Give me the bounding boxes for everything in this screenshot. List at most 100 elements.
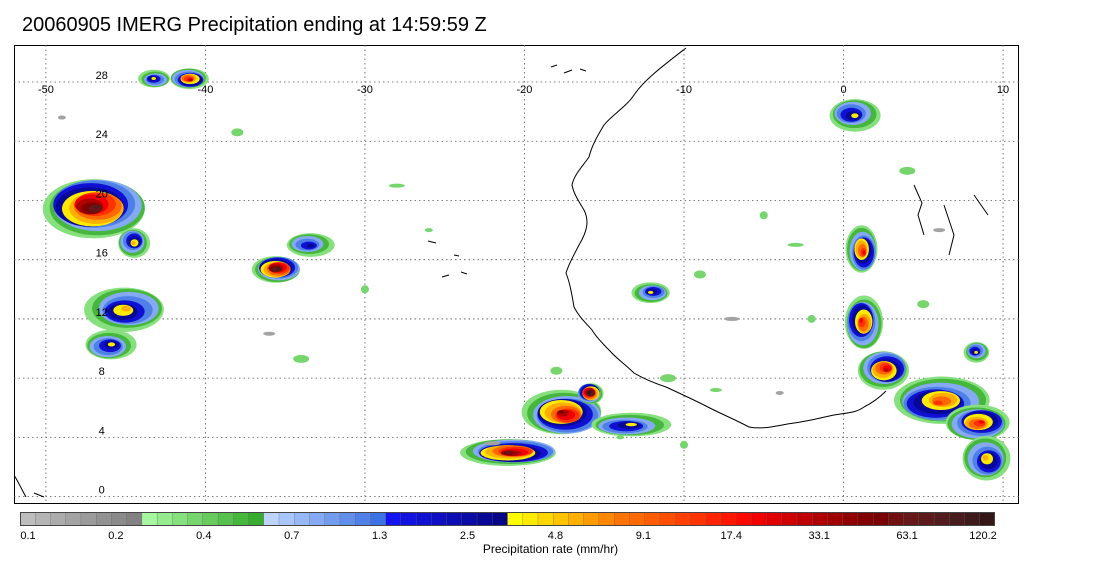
colorbar-swatch	[156, 512, 173, 526]
coastline-africa	[565, 47, 865, 429]
colorbar-swatch	[217, 512, 234, 526]
colorbar-label: Precipitation rate (mm/hr)	[482, 542, 619, 556]
precip-speckle	[660, 374, 677, 383]
coastline-islands-canary	[550, 64, 587, 74]
lon-tick-label: -20	[517, 84, 533, 96]
precip-contour	[306, 243, 315, 248]
colorbar-tick-label: 63.1	[896, 530, 918, 542]
coastline-greenland-edge	[14, 474, 45, 498]
colorbar-tick-label: 1.3	[371, 530, 388, 542]
precip-contour	[851, 113, 859, 119]
colorbar-tick-label: 9.1	[635, 530, 652, 542]
colorbar-tick-label: 0.2	[108, 530, 124, 542]
precip-cell	[857, 351, 909, 390]
precip-cell	[118, 228, 151, 258]
colorbar-swatch	[949, 512, 965, 526]
precipitation-map: -50 -40 -30 -20 -10 0 10 0 4 8 12 16 20 24 28	[14, 45, 1019, 504]
precip-contour	[884, 368, 889, 372]
precip-speckle	[933, 228, 946, 233]
colorbar-swatch	[294, 512, 310, 526]
lon-tick-label: -50	[38, 84, 54, 96]
colorbar-swatch	[385, 512, 402, 526]
map-title: 20060905 IMERG Precipitation ending at 1…	[22, 14, 487, 36]
colorbar-swatch	[187, 512, 204, 526]
precip-contour	[107, 342, 116, 347]
colorbar-swatch	[583, 512, 600, 526]
colorbar-swatch	[933, 512, 950, 526]
precip-speckle	[723, 316, 740, 321]
precipitation-field	[42, 68, 1011, 481]
lat-tick-label: 12	[96, 307, 108, 319]
colorbar-swatch	[355, 512, 371, 526]
colorbar-swatch	[888, 512, 905, 526]
colorbar-swatch	[324, 512, 341, 526]
precip-speckle	[680, 440, 688, 449]
precip-cell	[844, 295, 884, 349]
precip-cell	[286, 233, 335, 257]
colorbar-swatch	[96, 512, 112, 526]
colorbar-swatch	[339, 512, 356, 526]
colorbar-swatch	[964, 512, 981, 526]
precip-speckle	[775, 390, 784, 395]
colorbar-swatch	[400, 512, 417, 526]
colorbar-tick-label: 120.2	[969, 530, 997, 542]
colorbar-swatch	[141, 512, 158, 526]
colorbar-swatch	[522, 512, 539, 526]
precip-speckle	[787, 242, 804, 247]
colorbar-swatch	[918, 512, 935, 526]
precip-cell	[521, 389, 602, 435]
precip-speckle	[917, 300, 930, 309]
precip-contour	[862, 250, 866, 255]
lat-tick-label: 28	[96, 70, 108, 82]
colorbar-swatch	[766, 512, 783, 526]
precip-cell	[84, 287, 164, 332]
colorbar-tick-label: 0.1	[20, 530, 36, 542]
precip-cell	[631, 282, 670, 303]
precip-contour	[121, 305, 132, 312]
colorbar-swatch	[979, 512, 995, 526]
precip-cell	[591, 412, 672, 437]
precip-contour	[859, 318, 863, 323]
precip-contour	[277, 266, 281, 270]
precip-contour	[505, 450, 512, 454]
lat-tick-label: 24	[96, 129, 108, 141]
colorbar-swatch	[842, 512, 859, 526]
precip-contour	[189, 78, 193, 82]
precip-speckle	[807, 314, 816, 323]
precip-cell	[42, 179, 145, 239]
colorbar-swatch	[172, 512, 189, 526]
lat-tick-label: 16	[96, 248, 108, 260]
precip-contour	[974, 350, 978, 354]
colorbar-swatch	[248, 512, 265, 526]
precip-cell	[85, 329, 137, 360]
colorbar-tick-label: 0.7	[284, 530, 300, 542]
lat-tick-label: 4	[99, 425, 105, 437]
colorbar-swatch	[781, 512, 798, 526]
lat-tick-label: 8	[99, 366, 105, 378]
colorbar-swatch	[65, 512, 82, 526]
colorbar-frame	[20, 512, 995, 526]
precip-speckle	[263, 331, 276, 336]
colorbar-swatch	[720, 512, 737, 526]
precip-speckle	[484, 441, 501, 446]
lat-tick-label: 0	[99, 485, 105, 497]
colorbar-swatch	[690, 512, 706, 526]
precip-cell	[962, 436, 1011, 481]
colorbar-swatch	[492, 512, 508, 526]
precip-speckle	[360, 285, 369, 294]
colorbar-swatch	[507, 512, 524, 526]
lon-tick-label: 10	[997, 84, 1009, 96]
precip-cell	[577, 383, 604, 404]
precip-cell	[460, 439, 556, 466]
lat-tick-label: 20	[96, 188, 108, 200]
colorbar-swatch	[659, 512, 676, 526]
lon-tick-label: 0	[840, 84, 846, 96]
coastline-gulf-guinea-east	[863, 184, 989, 408]
precip-contour	[151, 76, 156, 80]
precip-speckle	[899, 166, 916, 175]
lon-tick-label: -30	[357, 84, 373, 96]
colorbar-swatch	[309, 512, 326, 526]
colorbar-swatch	[598, 512, 615, 526]
coastline	[14, 47, 989, 498]
colorbar-swatch	[431, 512, 448, 526]
